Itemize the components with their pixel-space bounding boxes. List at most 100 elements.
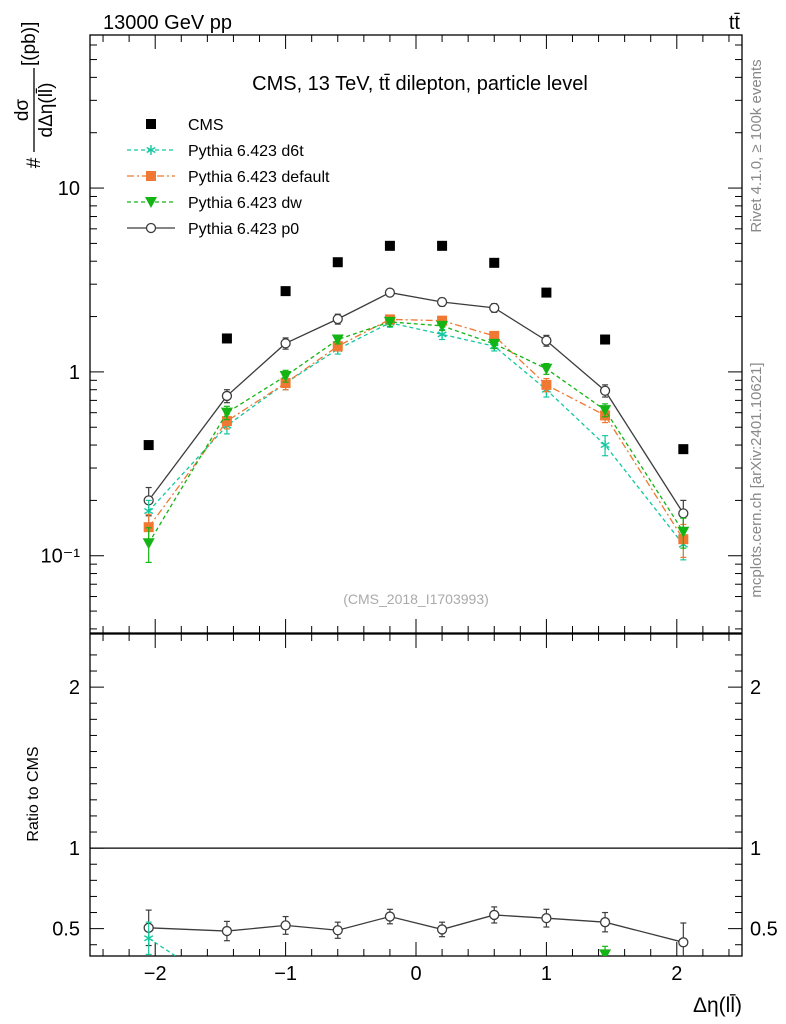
y-tick-label: 1 bbox=[69, 362, 80, 384]
data-point bbox=[541, 287, 552, 298]
data-point bbox=[221, 333, 232, 344]
data-point bbox=[221, 416, 232, 427]
data-point bbox=[541, 379, 552, 390]
data-point bbox=[384, 911, 396, 922]
legend-marker bbox=[146, 119, 156, 129]
series-line bbox=[148, 914, 684, 943]
x-tick-label: 0 bbox=[410, 963, 421, 985]
series-line bbox=[148, 937, 177, 956]
data-point bbox=[600, 334, 611, 345]
data-point bbox=[678, 444, 689, 455]
energy-label: 13000 GeV pp bbox=[103, 12, 232, 34]
data-point bbox=[383, 316, 396, 328]
series-3 bbox=[142, 316, 690, 564]
series-line bbox=[148, 318, 684, 540]
data-point bbox=[599, 917, 611, 928]
data-point bbox=[332, 313, 343, 325]
data-point bbox=[540, 363, 553, 375]
main-y-axis-label: dσ dΔη(ll̄) # [(pb)] bbox=[12, 22, 57, 169]
data-point bbox=[678, 937, 689, 948]
rivet-label: Rivet 4.1.0, ≥ 100k events bbox=[748, 59, 765, 232]
data-point bbox=[221, 925, 233, 937]
y-tick-label-right: 0.5 bbox=[750, 919, 778, 941]
mcplots-label: mcplots.cern.ch [arXiv:2401.10621] bbox=[748, 362, 765, 597]
legend: CMS Pythia 6.423 d6t Pythia 6.423 default P… bbox=[127, 117, 330, 238]
x-tick-label: −1 bbox=[274, 963, 297, 985]
ratio-frame bbox=[89, 633, 743, 957]
data-point bbox=[489, 909, 500, 921]
plot-title: CMS, 13 TeV, tt̄ dilepton, particle leve… bbox=[252, 73, 588, 95]
data-point bbox=[541, 335, 552, 346]
data-point bbox=[489, 330, 500, 341]
ylabel-prefix: # bbox=[24, 157, 45, 168]
data-point bbox=[436, 320, 449, 332]
process-label: tt̄ bbox=[729, 12, 741, 34]
y-tick-label: 0.5 bbox=[52, 919, 80, 941]
data-point bbox=[279, 370, 292, 382]
data-point bbox=[332, 341, 343, 352]
legend-label: Pythia 6.423 p0 bbox=[188, 221, 299, 238]
star-stroke bbox=[437, 331, 447, 338]
star-stroke bbox=[600, 441, 610, 449]
y-tick-label: 10 bbox=[58, 178, 80, 200]
y-tick-label-right: 2 bbox=[750, 677, 761, 699]
data-point bbox=[437, 240, 448, 251]
data-point bbox=[678, 508, 689, 519]
data-point bbox=[437, 315, 448, 326]
data-point bbox=[600, 440, 610, 451]
y-tick-label: 2 bbox=[69, 677, 80, 699]
data-point bbox=[599, 385, 611, 396]
y-tick-label-right: 1 bbox=[750, 838, 761, 860]
x-tick-label: −2 bbox=[144, 963, 167, 985]
data-point bbox=[384, 287, 396, 298]
x-tick-label: 1 bbox=[541, 963, 552, 985]
series-1 bbox=[144, 921, 177, 956]
star-stroke bbox=[144, 935, 154, 942]
legend-label: Pythia 6.423 d6t bbox=[188, 143, 304, 160]
series-0 bbox=[143, 240, 689, 455]
main-panel: 10⁻¹ 1 10 bbox=[41, 34, 743, 634]
data-point bbox=[280, 338, 291, 349]
data-point bbox=[144, 933, 154, 944]
data-point bbox=[489, 302, 500, 314]
ylabel-unit: [(pb)] bbox=[19, 22, 40, 66]
data-point bbox=[280, 286, 291, 297]
y-tick-label: 10⁻¹ bbox=[41, 546, 81, 568]
ylabel-numerator: dσ bbox=[12, 99, 33, 122]
data-point bbox=[280, 920, 291, 931]
data-point bbox=[220, 407, 233, 419]
legend-marker bbox=[146, 145, 156, 155]
series-2 bbox=[599, 945, 612, 956]
data-point bbox=[488, 338, 501, 350]
legend-marker bbox=[145, 197, 157, 208]
data-point bbox=[332, 257, 343, 268]
y-tick-label: 1 bbox=[69, 838, 80, 860]
star-stroke bbox=[146, 146, 156, 154]
data-point bbox=[599, 405, 612, 417]
data-point bbox=[143, 440, 154, 451]
legend-label: Pythia 6.423 dw bbox=[188, 195, 302, 212]
analysis-watermark: (CMS_2018_I1703993) bbox=[343, 591, 489, 607]
x-axis-label: Δη(ll̄) bbox=[693, 993, 742, 1017]
data-point bbox=[489, 257, 500, 268]
data-point bbox=[677, 526, 690, 538]
legend-marker bbox=[146, 171, 156, 181]
data-point bbox=[331, 334, 344, 346]
ratio-panel: −2 −1 0 1 2 0.5 0.5 1 1 2 2 bbox=[52, 633, 778, 985]
data-point bbox=[384, 240, 395, 251]
legend-marker bbox=[145, 222, 157, 234]
data-point bbox=[436, 296, 448, 308]
legend-label: Pythia 6.423 default bbox=[188, 169, 330, 186]
series-1 bbox=[144, 317, 688, 561]
star-stroke bbox=[144, 507, 154, 515]
data-point bbox=[221, 390, 233, 402]
data-point bbox=[541, 913, 552, 924]
data-point bbox=[280, 378, 291, 389]
series-line bbox=[148, 321, 684, 544]
x-tick-label: 2 bbox=[671, 963, 682, 985]
ylabel-denominator: dΔη(ll̄) bbox=[36, 83, 57, 138]
data-point bbox=[332, 925, 343, 936]
data-point bbox=[142, 538, 155, 550]
series-line bbox=[148, 291, 684, 514]
